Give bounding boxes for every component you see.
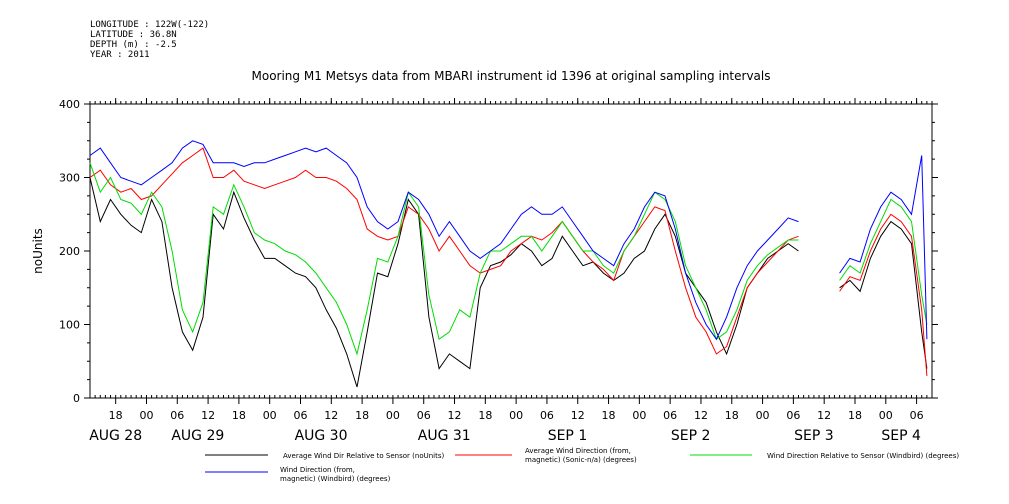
legend-label-3: Wind Direction Relative to Sensor (Windb… (767, 452, 959, 460)
y-tick-label: 300 (59, 172, 80, 185)
x-day-label: AUG 30 (295, 428, 348, 444)
x-tick-label: 18 (725, 409, 739, 422)
x-tick-label: 18 (478, 409, 492, 422)
y-tick-label: 400 (59, 98, 80, 111)
y-tick-label: 100 (59, 319, 80, 332)
x-day-label: SEP 1 (548, 428, 588, 444)
x-tick-label: 12 (817, 409, 831, 422)
x-tick-label: 12 (448, 409, 462, 422)
x-day-label: AUG 29 (171, 428, 224, 444)
x-day-label: AUG 28 (89, 428, 142, 444)
x-day-label: SEP 2 (671, 428, 711, 444)
meta-depth: DEPTH (m) : -2.5 (90, 40, 177, 50)
meta-latitude: LATITUDE : 36.8N (90, 30, 177, 40)
x-tick-label: 18 (109, 409, 123, 422)
meta-year: YEAR : 2011 (90, 50, 150, 60)
meta-longitude: LONGITUDE : 122W(-122) (90, 20, 210, 30)
x-day-label: SEP 4 (881, 428, 921, 444)
x-tick-label: 06 (417, 409, 431, 422)
x-tick-label: 12 (571, 409, 585, 422)
y-axis-label: noUnits (31, 228, 45, 274)
series-line-2 (89, 147, 928, 376)
x-tick-label: 12 (694, 409, 708, 422)
legend-label-1: Average Wind Dir Relative to Sensor (noU… (283, 452, 444, 460)
x-tick-label: 00 (879, 409, 893, 422)
series-line-3 (89, 162, 928, 356)
legend-label-4: Wind Direction (from, (280, 466, 355, 474)
legend-label-2: Average Wind Direction (from, (525, 447, 631, 455)
legend-label-2: magnetic) (Sonic-n/a) (degrees) (525, 456, 637, 464)
series-line-4 (89, 140, 928, 341)
x-tick-label: 00 (632, 409, 646, 422)
x-tick-label: 18 (355, 409, 369, 422)
x-tick-label: 12 (201, 409, 215, 422)
x-tick-label: 06 (170, 409, 184, 422)
x-day-label: SEP 3 (794, 428, 834, 444)
series-line-1 (89, 177, 928, 388)
x-tick-label: 06 (540, 409, 554, 422)
station-metadata: LONGITUDE : 122W(-122) LATITUDE : 36.8N … (90, 20, 209, 60)
legend-label-4: magnetic) (Windbird) (degrees) (280, 475, 391, 483)
x-tick-label: 00 (386, 409, 400, 422)
y-tick-label: 0 (73, 392, 80, 405)
x-tick-label: 18 (232, 409, 246, 422)
x-tick-label: 06 (786, 409, 800, 422)
x-tick-label: 18 (848, 409, 862, 422)
x-tick-label: 06 (910, 409, 924, 422)
y-tick-label: 200 (59, 245, 80, 258)
x-tick-label: 00 (756, 409, 770, 422)
x-tick-label: 06 (663, 409, 677, 422)
x-tick-label: 00 (263, 409, 277, 422)
chart-title: Mooring M1 Metsys data from MBARI instru… (252, 69, 771, 83)
x-tick-label: 00 (509, 409, 523, 422)
x-tick-label: 12 (324, 409, 338, 422)
x-day-label: AUG 31 (418, 428, 471, 444)
x-tick-label: 00 (139, 409, 153, 422)
x-tick-label: 18 (602, 409, 616, 422)
x-tick-label: 06 (294, 409, 308, 422)
